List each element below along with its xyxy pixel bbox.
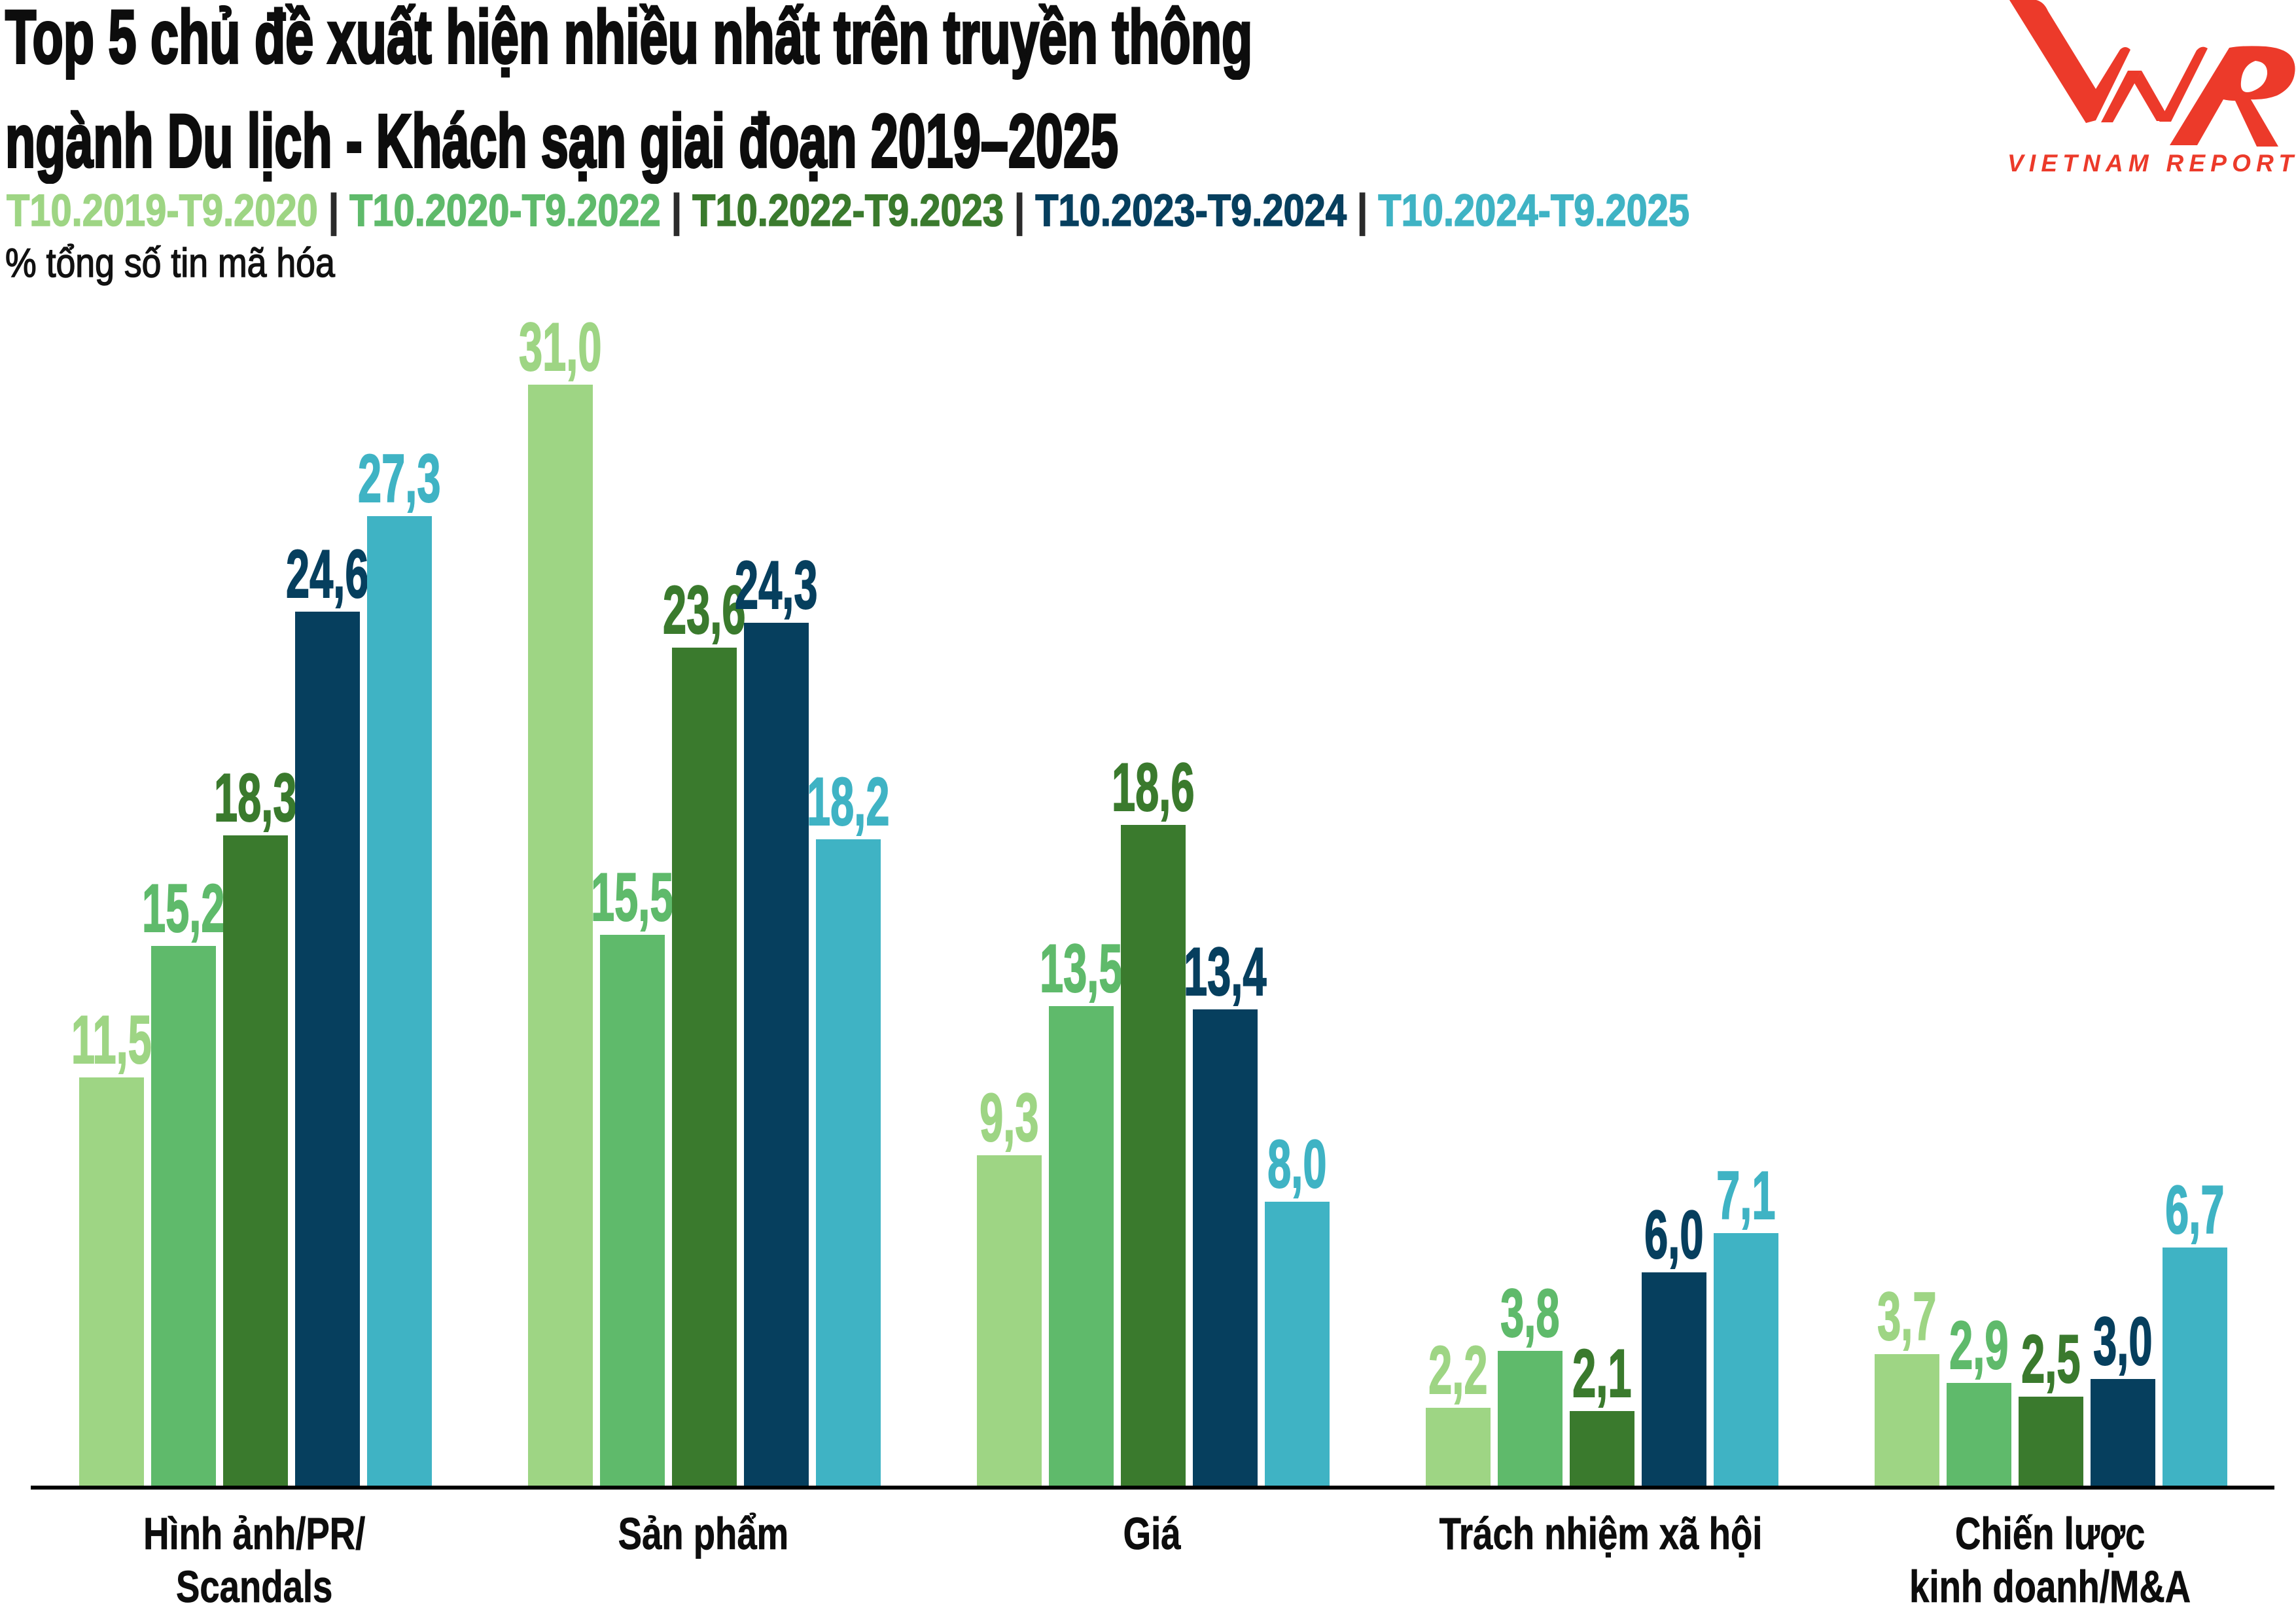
svg-text:VIETNAM REPORT: VIETNAM REPORT [2007,150,2295,177]
